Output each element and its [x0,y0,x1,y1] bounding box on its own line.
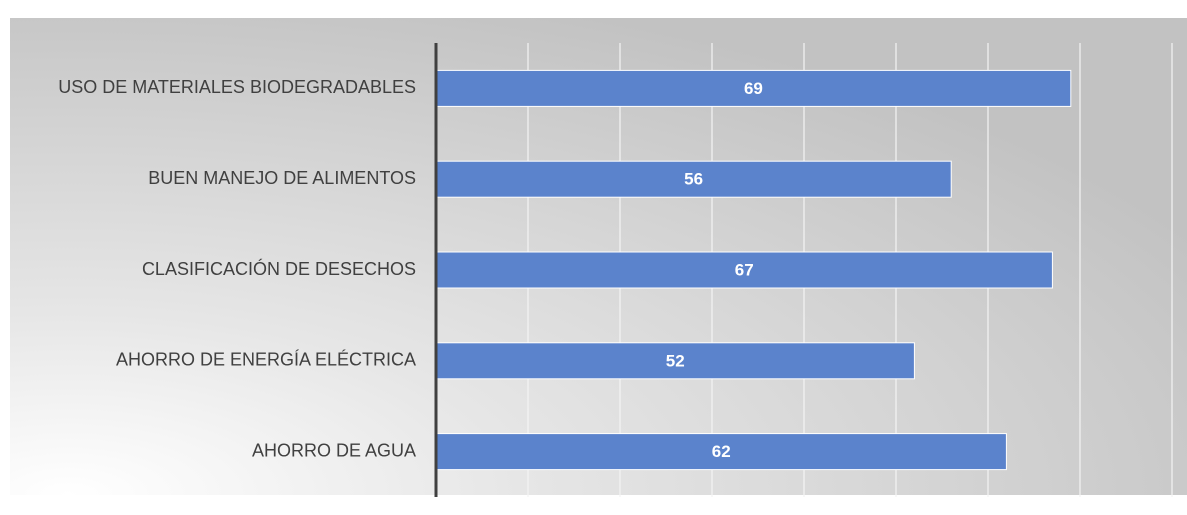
bar [435,251,1053,289]
y-tick-label: USO DE MATERIALES BIODEGRADABLES [58,77,416,97]
y-tick-label: AHORRO DE ENERGÍA ELÉCTRICA [116,350,416,370]
bar [435,342,915,380]
bar [435,69,1072,107]
value-label: 56 [684,170,703,189]
value-label: 62 [712,442,731,461]
value-label: 69 [744,79,763,98]
y-tick-label: BUEN MANEJO DE ALIMENTOS [148,168,416,188]
y-tick-label: CLASIFICACIÓN DE DESECHOS [142,258,416,279]
y-tick-label: AHORRO DE AGUA [252,440,416,460]
bar [435,433,1007,471]
bar [435,160,952,198]
value-label: 52 [666,351,685,370]
value-label: 67 [735,260,754,279]
